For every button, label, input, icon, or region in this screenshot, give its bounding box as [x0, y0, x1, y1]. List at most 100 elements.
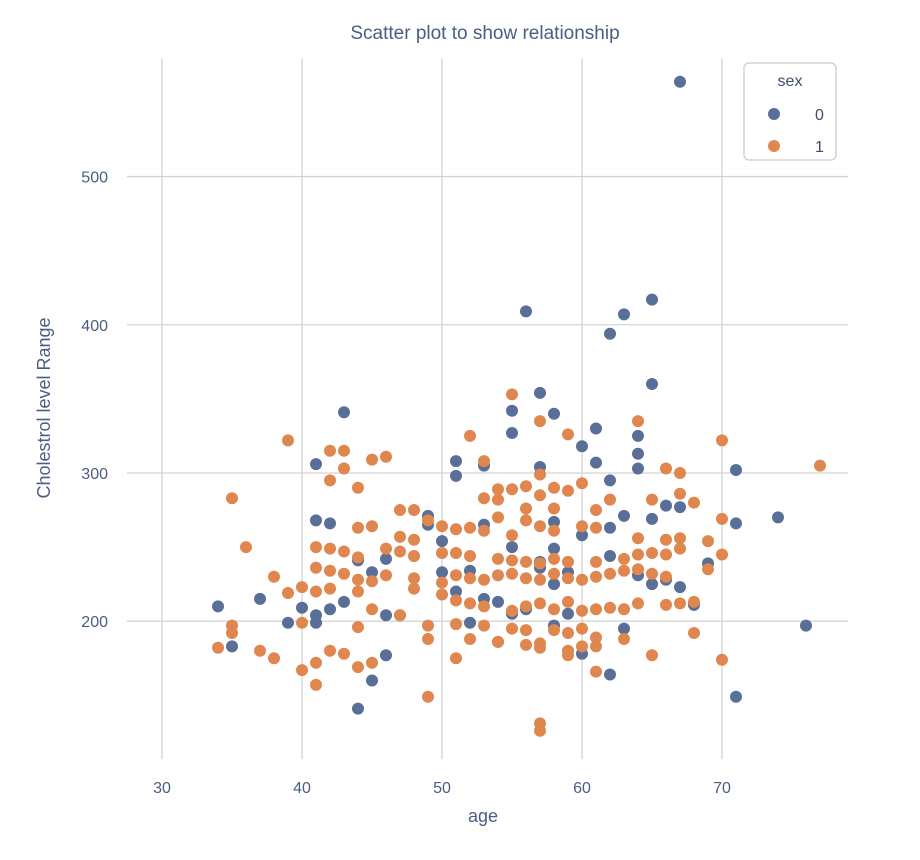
point-sex-1: [352, 661, 364, 674]
point-sex-1: [268, 652, 280, 665]
point-sex-0: [646, 378, 658, 390]
chart-title: Scatter plot to show relationship: [350, 23, 619, 44]
point-sex-1: [394, 545, 406, 558]
point-sex-1: [394, 530, 406, 543]
point-sex-1: [702, 535, 714, 548]
point-sex-1: [492, 552, 504, 565]
point-sex-1: [576, 604, 588, 617]
point-sex-0: [730, 517, 742, 530]
legend: sex 01: [743, 62, 837, 161]
point-sex-0: [632, 429, 644, 442]
legend-box: [743, 62, 837, 161]
point-sex-0: [618, 509, 630, 522]
point-sex-1: [310, 585, 322, 598]
point-sex-1: [338, 545, 350, 558]
point-sex-1: [450, 652, 462, 665]
x-tick-label: 60: [573, 780, 591, 797]
point-sex-1: [338, 462, 350, 475]
point-sex-1: [450, 523, 462, 536]
legend-marker-0: [768, 108, 780, 120]
point-sex-1: [618, 633, 630, 645]
point-sex-1: [506, 622, 518, 635]
point-sex-1: [674, 597, 686, 610]
point-sex-1: [716, 512, 728, 525]
point-sex-1: [408, 572, 420, 585]
point-sex-1: [478, 492, 490, 505]
point-sex-0: [520, 305, 532, 318]
point-sex-1: [716, 434, 728, 447]
point-sex-1: [520, 572, 532, 585]
point-sex-1: [296, 616, 308, 629]
point-sex-0: [464, 616, 476, 629]
legend-label-0: 0: [815, 107, 824, 124]
point-sex-1: [506, 529, 518, 542]
point-sex-1: [590, 521, 602, 534]
point-sex-0: [450, 585, 462, 598]
point-sex-0: [660, 499, 672, 512]
point-sex-1: [478, 600, 490, 613]
point-sex-1: [520, 555, 532, 568]
point-sex-1: [310, 678, 322, 691]
point-sex-1: [604, 493, 616, 506]
point-sex-1: [226, 627, 238, 639]
point-sex-1: [534, 724, 546, 737]
point-sex-1: [492, 493, 504, 506]
point-sex-0: [436, 535, 448, 548]
point-sex-0: [548, 407, 560, 420]
point-sex-0: [618, 308, 630, 321]
point-sex-1: [814, 459, 826, 472]
point-sex-1: [646, 547, 658, 559]
point-sex-1: [688, 627, 700, 639]
legend-label-1: 1: [815, 139, 824, 156]
point-sex-1: [352, 551, 364, 564]
point-sex-1: [226, 492, 238, 505]
point-sex-1: [324, 582, 336, 595]
point-sex-1: [548, 481, 560, 494]
point-sex-1: [548, 524, 560, 537]
point-sex-1: [632, 532, 644, 545]
point-sex-1: [380, 569, 392, 582]
point-sex-1: [506, 554, 518, 567]
point-sex-1: [436, 588, 448, 601]
point-sex-1: [408, 504, 420, 516]
point-sex-0: [674, 581, 686, 594]
point-sex-0: [254, 592, 266, 605]
point-sex-1: [492, 635, 504, 648]
point-sex-1: [674, 467, 686, 479]
point-sex-1: [576, 573, 588, 586]
point-sex-1: [450, 618, 462, 631]
point-sex-1: [534, 557, 546, 570]
point-sex-1: [618, 603, 630, 616]
point-sex-1: [590, 570, 602, 583]
point-sex-0: [576, 440, 588, 453]
point-sex-1: [464, 429, 476, 442]
x-tick-label: 30: [153, 780, 171, 797]
y-tick-label: 400: [81, 318, 108, 335]
point-sex-1: [324, 644, 336, 657]
point-sex-1: [660, 548, 672, 561]
point-sex-1: [366, 656, 378, 669]
point-sex-0: [310, 458, 322, 471]
point-sex-1: [408, 550, 420, 562]
point-sex-1: [492, 483, 504, 496]
point-sex-1: [688, 496, 700, 509]
point-sex-0: [604, 550, 616, 562]
point-sex-1: [674, 542, 686, 555]
point-sex-0: [492, 595, 504, 608]
y-tick-label: 500: [81, 170, 108, 187]
point-sex-1: [310, 541, 322, 554]
point-sex-1: [632, 597, 644, 610]
point-sex-1: [408, 582, 420, 595]
point-sex-0: [590, 456, 602, 469]
point-sex-1: [478, 455, 490, 468]
point-sex-1: [548, 502, 560, 515]
point-sex-1: [436, 520, 448, 533]
point-sex-1: [618, 564, 630, 577]
point-sex-1: [562, 428, 574, 441]
point-sex-0: [618, 622, 630, 635]
point-sex-1: [450, 547, 462, 559]
point-sex-1: [324, 444, 336, 457]
point-sex-0: [674, 501, 686, 514]
point-sex-1: [590, 603, 602, 616]
